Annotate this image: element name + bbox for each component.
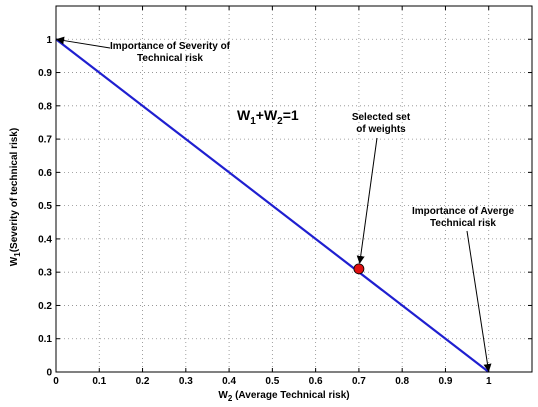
plot-frame: [55, 5, 533, 373]
x-axis-label-sub: 2: [228, 394, 233, 403]
annotation-arrow: [356, 137, 378, 264]
annotation-line: Technical risk: [430, 218, 496, 229]
equation-sub1: 1: [250, 116, 256, 127]
x-tick-label: 1: [486, 376, 492, 387]
equation-w1: W: [237, 107, 251, 123]
y-axis-label-sub: 1: [13, 252, 22, 257]
y-tick-label: 0.4: [38, 234, 52, 245]
y-tick-label: 0.7: [38, 135, 52, 146]
x-tick-label: 0.3: [179, 376, 193, 387]
equation-plus-w: +W: [256, 107, 278, 123]
annotations: Importance of Severity of Technical riskS…: [55, 36, 514, 372]
y-tick-label: 0.2: [38, 301, 52, 312]
grid: [56, 6, 532, 372]
x-tick-label: 0.2: [136, 376, 150, 387]
x-tick-label: 0.1: [92, 376, 106, 387]
annotation-line: Selected set: [352, 112, 411, 123]
x-axis-label-base: W: [218, 390, 228, 401]
x-tick-label: 0.6: [309, 376, 323, 387]
y-tick-label: 0.3: [38, 268, 52, 279]
x-tick-label: 0.9: [439, 376, 453, 387]
x-tick-label: 0.8: [395, 376, 409, 387]
annotation-arrow: [55, 36, 111, 49]
x-tick-label: 0.7: [352, 376, 366, 387]
x-axis-label-rest: (Average Technical risk): [232, 390, 349, 401]
annotation-line: Technical risk: [137, 53, 203, 64]
y-tick-label: 1: [46, 35, 52, 46]
annotation-arrow: [466, 230, 492, 372]
y-tick-label: 0.8: [38, 101, 52, 112]
x-tick-label: 0: [53, 376, 59, 387]
equation-sub2: 2: [277, 116, 283, 127]
series-line: [55, 38, 490, 373]
annotation-label: Selected set of weights: [352, 112, 411, 135]
equation-label: W1+W2=1: [237, 107, 299, 127]
y-tick-label: 0: [46, 368, 52, 379]
selected-point-marker: [353, 263, 365, 275]
annotation-line: of weights: [356, 124, 406, 135]
annotation-line: Importance of Averge: [412, 206, 514, 217]
y-axis-label: W1(Severity of technical risk): [9, 128, 22, 266]
ticks: 0 0.1 0.2 0.3 0.4 0.5 0.6 0.7 0.8 0.9 1 0 0.1 0.2 0.3 0…: [38, 6, 532, 387]
x-axis-label: W2 (Average Technical risk): [218, 390, 349, 403]
annotation-label: Importance of Averge Technical risk: [412, 206, 514, 229]
y-tick-label: 0.9: [38, 68, 52, 79]
y-tick-label: 0.6: [38, 168, 52, 179]
y-tick-label: 0.5: [38, 201, 52, 212]
y-tick-label: 0.1: [38, 334, 52, 345]
annotation-line: Importance of Severity of: [110, 41, 231, 52]
y-axis-label-base: W: [9, 256, 20, 266]
equation-tail: =1: [283, 107, 299, 123]
x-tick-label: 0.4: [222, 376, 236, 387]
x-tick-label: 0.5: [265, 376, 279, 387]
annotation-label: Importance of Severity of Technical risk: [110, 41, 231, 64]
y-axis-label-rest: (Severity of technical risk): [9, 128, 20, 253]
